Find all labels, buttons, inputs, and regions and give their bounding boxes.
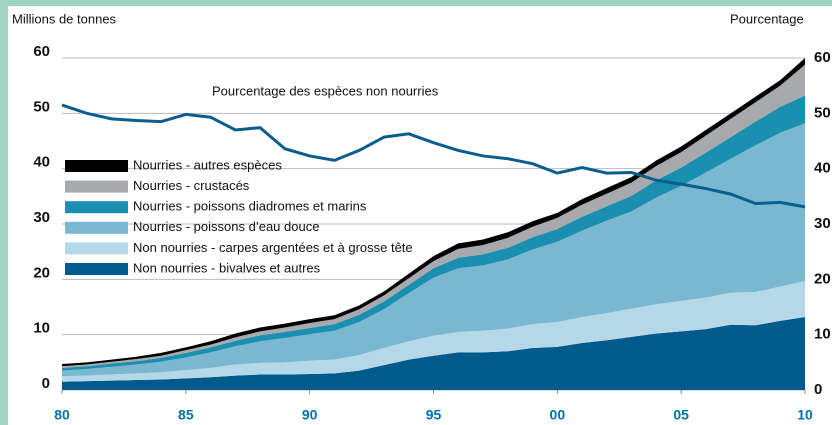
area <box>62 280 805 382</box>
y-tick-label: 30 <box>33 209 50 226</box>
y-tick-label: 50 <box>33 98 50 115</box>
y2-tick-label: 40 <box>814 160 831 177</box>
legend-label: Nourries - crustacés <box>133 178 250 193</box>
y-tick-label: 20 <box>33 264 50 281</box>
legend-swatch <box>65 180 128 193</box>
annotation: Pourcentage des espèces non nourries <box>212 83 439 98</box>
legend-label: Non nourries - bivalves et autres <box>133 260 321 275</box>
legend-swatch <box>65 201 128 214</box>
area <box>62 123 805 377</box>
y2-tick-label: 10 <box>814 326 831 343</box>
legend-label: Nourries - poissons d’eau douce <box>133 219 319 234</box>
x-tick-label: 90 <box>302 407 318 423</box>
x-tick-label: 85 <box>178 407 194 423</box>
area <box>62 316 805 390</box>
legend-label: Nourries - autres espèces <box>133 157 282 172</box>
y2-tick-label: 20 <box>814 270 831 287</box>
y-axis-title: Millions de tonnes <box>12 11 117 26</box>
legend-label: Nourries - poissons diadromes et marins <box>133 199 367 214</box>
legend-label: Non nourries - carpes argentées et à gro… <box>133 240 413 255</box>
legend-swatch <box>65 242 128 255</box>
y2-tick-label: 60 <box>814 49 831 66</box>
y-tick-label: 60 <box>33 43 50 60</box>
x-tick-label: 05 <box>673 407 689 423</box>
y-tick-label: 10 <box>33 320 50 337</box>
y-tick-label: 40 <box>33 154 50 171</box>
x-tick-label: 00 <box>550 407 566 423</box>
legend-swatch <box>65 221 128 234</box>
y2-tick-label: 0 <box>814 381 822 398</box>
line <box>61 103 806 209</box>
x-tick-label: 95 <box>426 407 442 423</box>
y-tick-label: 0 <box>42 375 50 392</box>
x-tick-label: 80 <box>54 407 70 423</box>
y2-axis-title: Pourcentage <box>730 11 804 26</box>
y2-tick-label: 30 <box>814 215 831 232</box>
legend-swatch <box>65 263 128 275</box>
x-tick-label: 10 <box>797 407 813 423</box>
legend-swatch <box>65 160 128 172</box>
y2-tick-label: 50 <box>814 104 831 121</box>
